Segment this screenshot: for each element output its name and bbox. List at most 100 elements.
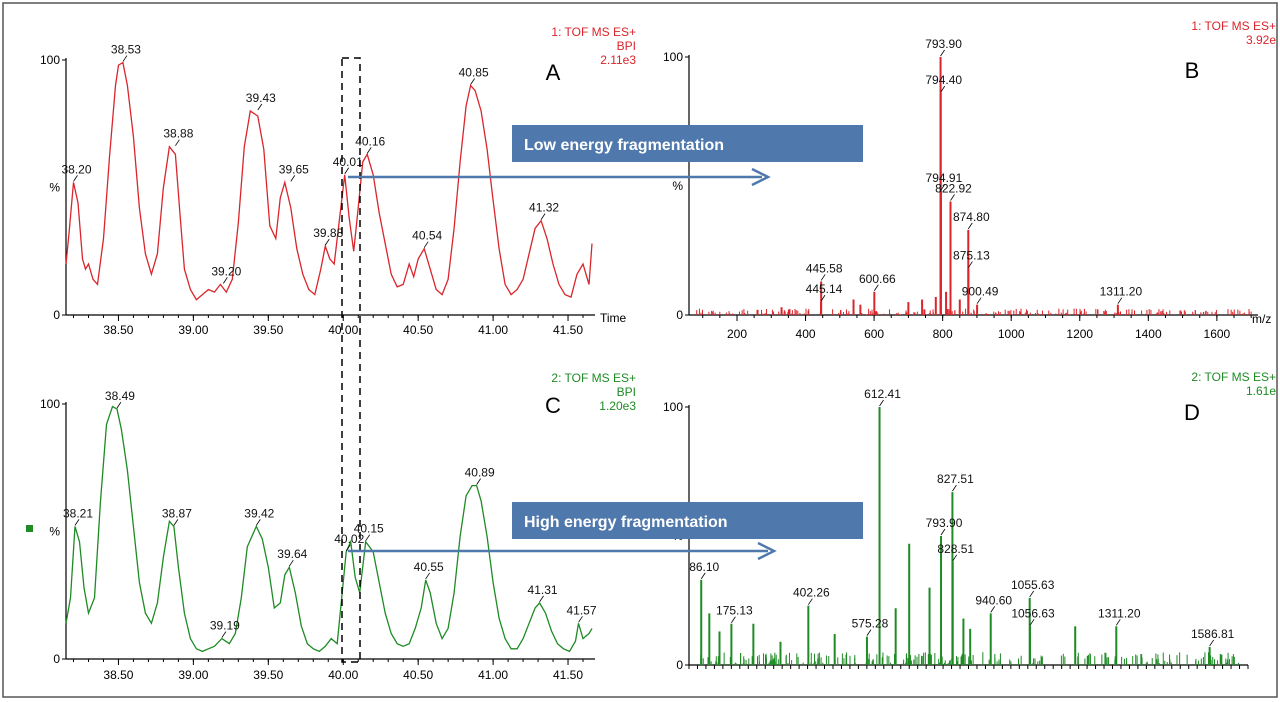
y-axis-label: % [672, 179, 683, 193]
peak-label-leader [731, 616, 736, 623]
peak-label-leader [290, 175, 296, 182]
peak-label-leader [940, 183, 946, 191]
panel-d-spectrum: 2: TOF MS ES+1.61eD0100%612.41827.51793.… [663, 370, 1276, 672]
y-tick-label: 0 [53, 652, 60, 666]
peak-label: 794.40 [925, 73, 962, 87]
peak-label-leader [257, 103, 263, 111]
peak-label-leader [940, 49, 945, 57]
panel-header-line: 2: TOF MS ES+ [551, 371, 636, 385]
panel-header-line: 1: TOF MS ES+ [551, 25, 636, 39]
peak-label: 794.91 [926, 171, 963, 185]
peak-label-leader [976, 297, 982, 304]
panel-header-line: 2: TOF MS ES+ [1191, 370, 1276, 384]
x-tick-label: 38.50 [103, 668, 133, 682]
panel-header-line: 2.11e3 [600, 53, 636, 67]
peak-label: 828.51 [937, 542, 974, 556]
peak-label: 40.89 [465, 466, 495, 480]
peak-label: 175.13 [716, 604, 753, 618]
peak-label-leader [1115, 619, 1121, 626]
x-tick-label: 1400 [1135, 327, 1162, 341]
peak-label: 874.80 [953, 210, 990, 224]
x-tick-label: 39.00 [178, 668, 208, 682]
x-tick-label: 1000 [998, 327, 1025, 341]
peak-label-leader [116, 401, 122, 409]
peak-label: 445.58 [806, 261, 843, 275]
y-tick-label: 100 [40, 53, 60, 67]
peak-label-leader [539, 595, 544, 603]
peak-label: 940.60 [975, 593, 1012, 607]
x-tick-label: 40.00 [328, 323, 358, 337]
panel-header-line: 1.61e [1246, 384, 1276, 398]
x-tick-label: 41.00 [478, 668, 508, 682]
peak-label: 793.90 [925, 37, 962, 51]
peak-label-leader [1029, 619, 1035, 626]
peak-label-leader [700, 572, 706, 580]
x-tick-label: 41.50 [553, 668, 583, 682]
chromatogram-trace [65, 61, 593, 301]
peak-label-leader [122, 55, 128, 62]
panel-header-line: 3.92e [1246, 33, 1276, 47]
peak-label: 39.19 [210, 619, 240, 633]
peak-label-leader [540, 213, 546, 220]
x-tick-label: 41.50 [553, 323, 583, 337]
x-tick-label: 1600 [1204, 327, 1231, 341]
peak-label-leader [255, 519, 261, 526]
panel-b-spectrum: 1: TOF MS ES+3.92e B 0 100% 200 400 600 800 1000… [663, 19, 1276, 341]
peak-label: 402.26 [793, 586, 830, 600]
x-tick-label: 41.00 [478, 323, 508, 337]
peak-label: 39.65 [279, 162, 309, 176]
banner-low-energy: Low energy fragmentation [512, 125, 863, 162]
peak-label: 40.55 [414, 560, 444, 574]
y-tick-label: 0 [53, 308, 60, 322]
panel-header-line: BPI [617, 385, 636, 399]
peak-label-leader [967, 222, 973, 230]
peak-label: 38.20 [61, 162, 91, 176]
panel-letter: A [546, 60, 561, 85]
peak-label: 39.20 [211, 264, 241, 278]
y-tick-label: 0 [676, 308, 683, 322]
peak-label-leader [952, 484, 957, 492]
peak-label: 40.85 [459, 66, 489, 80]
peak-label: 575.28 [852, 617, 889, 631]
peak-label: 1055.63 [1011, 578, 1055, 592]
peak-label: 827.51 [937, 472, 974, 486]
peak-label: 793.90 [926, 516, 963, 530]
x-tick-label: 200 [727, 327, 747, 341]
peak-label: 40.01 [333, 155, 363, 169]
peak-label-leader [1117, 297, 1123, 304]
peak-label-leader [873, 284, 879, 292]
peak-label: 38.88 [163, 127, 193, 141]
peak-label: 1311.20 [1100, 285, 1143, 299]
arrow-low-energy [348, 167, 771, 187]
y-tick-label: 0 [676, 658, 683, 672]
peak-label: 39.43 [246, 91, 276, 105]
panel-letter: C [545, 393, 561, 418]
x-tick-label: 40.50 [403, 668, 433, 682]
peak-label-leader [1029, 590, 1035, 598]
x-tick-label: 40.00 [328, 668, 358, 682]
peak-label-leader [820, 274, 826, 281]
y-tick-label: 100 [663, 400, 683, 414]
peak-label: 612.41 [864, 387, 901, 401]
peak-label-leader [425, 572, 430, 580]
chromatogram-trace [65, 405, 593, 653]
peak-label-leader [288, 559, 294, 567]
x-tick-label: 800 [933, 327, 953, 341]
peak-label-leader [423, 241, 429, 248]
peak-label: 39.42 [244, 506, 274, 520]
peak-label: 86.10 [689, 560, 719, 574]
peak-label: 40.54 [412, 229, 442, 243]
peak-label-leader [175, 139, 180, 146]
peak-label: 875.13 [953, 249, 990, 263]
peak-label: 900.49 [962, 285, 999, 299]
channel-marker [26, 525, 33, 532]
x-tick-label: 600 [864, 327, 884, 341]
peak-label-leader [1209, 639, 1214, 647]
peak-label-leader [940, 85, 946, 93]
selection-window [341, 57, 361, 663]
peak-label-leader [73, 175, 78, 182]
x-axis-label: Time [600, 311, 627, 325]
banner-low-energy-text: Low energy fragmentation [524, 137, 724, 154]
